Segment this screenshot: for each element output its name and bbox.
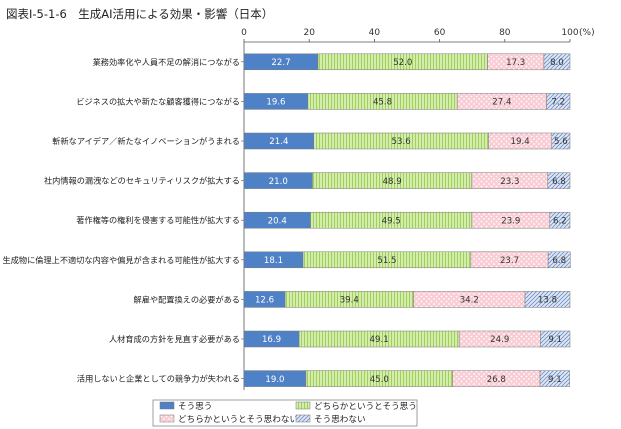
data-label: 22.7 xyxy=(271,58,290,68)
data-label: 6.2 xyxy=(553,216,567,226)
legend-swatch xyxy=(295,414,311,423)
bar-s3 xyxy=(524,291,571,308)
data-label: 51.5 xyxy=(377,256,396,266)
bar-s3 xyxy=(543,53,571,71)
category-label: 生成物に倫理上不適切な内容や偏見が含まれる可能性が拡大する xyxy=(3,255,240,265)
x-tick-label: 60 xyxy=(434,28,446,38)
category-label: 斬新なアイデア／新たなイノベーションがうまれる xyxy=(52,136,240,146)
legend-swatch xyxy=(159,401,175,410)
legend-swatch xyxy=(159,414,175,423)
data-label: 24.9 xyxy=(490,335,509,345)
category-label: 解雇や配置換えの必要がある xyxy=(134,294,240,304)
category-label: 社内情報の漏洩などのセキュリティリスクが拡大する xyxy=(44,176,240,186)
legend-frame xyxy=(152,399,418,427)
data-label: 45.8 xyxy=(373,98,392,108)
bar-s3 xyxy=(547,251,571,269)
data-label: 6.8 xyxy=(552,256,566,266)
legend-label: どちらかというとそう思わない xyxy=(178,414,298,425)
bars: 22.7 52.0 17.3 8.0 19.6 45.8 27.4 7.2 21.4 53.6 19… xyxy=(243,53,571,387)
data-label: 7.2 xyxy=(551,98,565,108)
data-label: 8.0 xyxy=(550,58,564,68)
x-tick-label: 100 xyxy=(561,28,578,38)
data-label: 19.6 xyxy=(266,98,285,108)
data-label: 34.2 xyxy=(460,296,479,306)
data-label: 26.8 xyxy=(487,375,506,385)
x-tick-label: 80 xyxy=(499,28,511,38)
data-label: 23.9 xyxy=(501,216,520,226)
x-tick-label: 0 xyxy=(241,28,247,38)
bar-s3 xyxy=(546,93,571,110)
data-label: 23.3 xyxy=(500,177,519,187)
data-label: 19.4 xyxy=(511,137,530,147)
data-label: 39.4 xyxy=(340,296,359,306)
x-tick-label: 40 xyxy=(369,28,381,38)
category-label: 人材育成の方針を見直す必要がある xyxy=(109,334,240,344)
data-label: 9.1 xyxy=(548,375,562,385)
bar-s3 xyxy=(540,330,571,348)
data-label: 53.6 xyxy=(392,137,411,147)
category-label: 活用しないと企業としての競争力が失われる xyxy=(77,374,240,384)
legend-label: そう思わない xyxy=(314,414,366,425)
legend-label: どちらかというとそう思う xyxy=(314,401,417,412)
data-label: 49.1 xyxy=(370,335,389,345)
data-label: 19.0 xyxy=(265,375,284,385)
bar-s3 xyxy=(547,172,571,189)
data-label: 20.4 xyxy=(268,216,287,226)
category-label: ビジネスの拡大や新たな顧客獲得につながる xyxy=(76,96,240,106)
data-label: 6.8 xyxy=(552,177,566,187)
category-label: 著作権等の権利を侵害する可能性が拡大する xyxy=(76,215,240,225)
data-label: 49.5 xyxy=(382,216,401,226)
legend-swatch xyxy=(295,401,311,410)
chart-title: 図表Ⅰ-5-1-6 生成AI活用による効果・影響（日本） xyxy=(6,7,273,21)
data-label: 9.1 xyxy=(548,335,562,345)
data-label: 21.0 xyxy=(269,177,288,187)
legend-label: そう思う xyxy=(178,401,212,412)
data-label: 48.9 xyxy=(383,177,402,187)
x-tick-label: 20 xyxy=(303,28,315,38)
data-label: 23.7 xyxy=(500,256,519,266)
data-label: 45.0 xyxy=(370,375,389,385)
category-labels: 業務効率化や人員不足の解消につながるビジネスの拡大や新たな顧客獲得につながる斬新… xyxy=(3,57,244,384)
data-label: 21.4 xyxy=(269,137,288,147)
data-label: 52.0 xyxy=(393,58,412,68)
data-label: 5.6 xyxy=(554,137,568,147)
data-label: 17.3 xyxy=(506,58,525,68)
data-label: 13.8 xyxy=(538,296,557,306)
data-label: 18.1 xyxy=(264,256,283,266)
unit-label: (%) xyxy=(579,28,595,38)
data-label: 16.9 xyxy=(262,335,281,345)
bar-s3 xyxy=(539,370,570,387)
data-label: 27.4 xyxy=(492,98,511,108)
data-label: 12.6 xyxy=(255,296,274,306)
category-label: 業務効率化や人員不足の解消につながる xyxy=(93,57,240,67)
bar-s3 xyxy=(549,211,571,229)
bar-s3 xyxy=(551,132,571,150)
